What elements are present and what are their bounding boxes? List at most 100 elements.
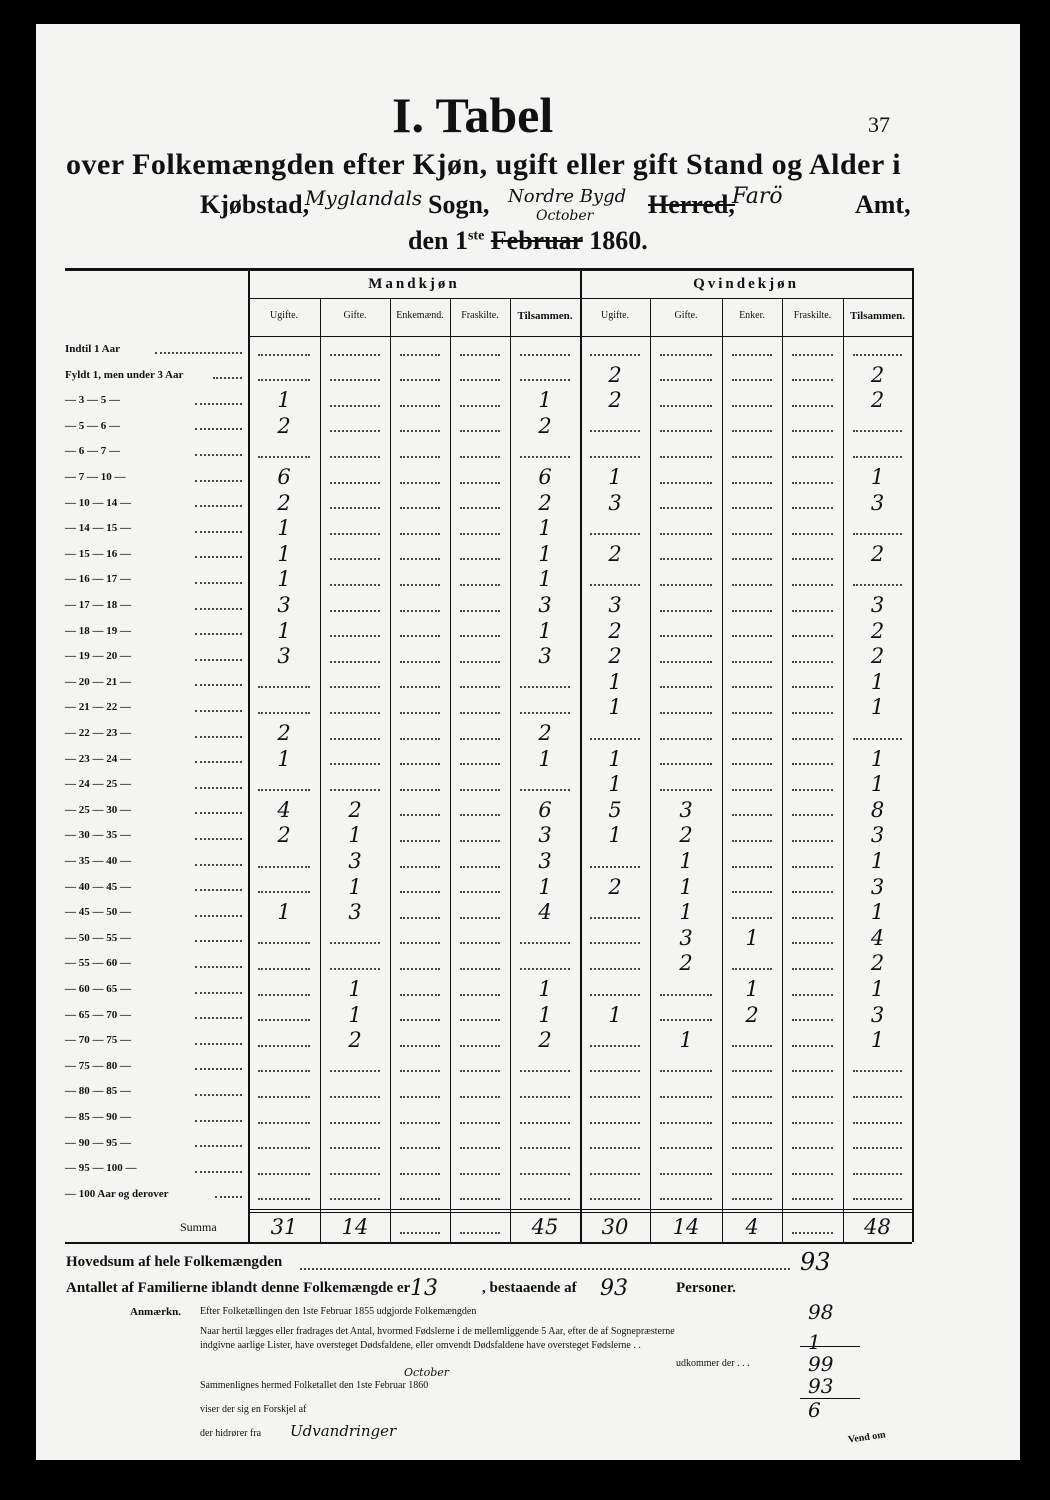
dotted-leader	[400, 1198, 440, 1201]
age-label: — 80 — 85 —	[65, 1085, 131, 1098]
footer-value: 93	[600, 1276, 628, 1302]
cell-value: 1	[608, 1002, 622, 1027]
dotted-leader	[853, 1121, 902, 1124]
dotted-leader	[195, 991, 242, 994]
dotted-leader	[792, 840, 833, 842]
age-label: — 85 — 90 —	[65, 1111, 131, 1123]
dotted-leader	[660, 404, 712, 407]
cell-value: 2	[538, 1028, 552, 1053]
cell-value: 1	[277, 746, 291, 771]
age-label: — 45 — 50 —	[65, 906, 131, 919]
remark-value: 6	[808, 1398, 821, 1423]
handwritten-correction: October	[536, 208, 594, 224]
dotted-leader	[660, 481, 712, 484]
dotted-leader	[195, 1170, 242, 1173]
dotted-leader	[520, 456, 570, 458]
dotted-leader	[195, 505, 242, 508]
dotted-leader	[853, 1172, 902, 1175]
cell-value: 1	[745, 925, 759, 950]
cell-value: 2	[608, 362, 622, 387]
dotted-leader	[460, 1172, 500, 1175]
dotted-leader	[520, 379, 570, 382]
cell-value: 1	[348, 1002, 362, 1027]
dotted-leader	[792, 507, 833, 510]
dotted-leader	[195, 428, 242, 431]
dotted-leader	[195, 402, 242, 405]
dotted-leader	[258, 1019, 310, 1022]
cell-value: 2	[870, 541, 885, 566]
dotted-leader	[195, 479, 242, 482]
dotted-leader	[590, 737, 640, 740]
dotted-leader	[732, 635, 772, 638]
cell-value: 1	[608, 695, 622, 720]
dotted-leader	[792, 1232, 833, 1234]
column-header: Tilsammen.	[517, 310, 573, 322]
dotted-leader	[258, 788, 310, 791]
dotted-leader	[258, 712, 310, 714]
column-header: Enkemænd.	[396, 310, 444, 321]
remark-text: Sammenlignes hermed Folketallet den 1ste…	[200, 1380, 429, 1392]
dotted-leader	[792, 404, 833, 407]
dotted-leader	[195, 838, 242, 840]
date-line: den 1ste Februar 1860.	[408, 226, 648, 256]
cell-value: 6	[538, 797, 552, 822]
column-header: Fraskilte.	[793, 310, 832, 321]
remark-value: 99	[808, 1352, 834, 1377]
age-label: — 75 — 80 —	[65, 1059, 131, 1072]
footer-label: , bestaaende af	[482, 1280, 577, 1297]
dotted-leader	[330, 379, 380, 382]
dotted-leader	[330, 712, 380, 714]
age-label: — 14 — 15 —	[65, 522, 131, 535]
dotted-leader	[258, 993, 310, 996]
age-label: — 24 — 25 —	[65, 778, 131, 791]
cell-value: 2	[277, 721, 291, 745]
cell-value: 1	[679, 874, 693, 899]
dotted-leader	[195, 454, 242, 456]
dotted-leader	[330, 686, 380, 689]
age-label: — 60 — 65 —	[65, 983, 131, 995]
age-label: — 5 — 6 —	[65, 419, 120, 432]
cell-value: 1	[348, 874, 362, 899]
age-label: — 22 — 23 —	[65, 727, 131, 739]
cell-value: 30	[601, 1215, 629, 1240]
dotted-leader	[792, 891, 833, 894]
dotted-leader	[460, 942, 500, 945]
dotted-leader	[460, 814, 500, 817]
dotted-leader	[590, 1147, 640, 1150]
dotted-leader	[195, 735, 242, 738]
dotted-leader	[660, 686, 712, 689]
dotted-leader	[660, 1172, 712, 1175]
cell-value: 1	[870, 772, 885, 797]
dotted-leader	[460, 686, 500, 689]
dotted-leader	[195, 710, 242, 712]
date-prefix: den 1	[408, 226, 468, 255]
age-label: — 16 — 17 —	[65, 573, 131, 586]
cell-value: 5	[608, 797, 622, 822]
footer-value: 13	[410, 1276, 438, 1302]
cell-value: 1	[538, 874, 552, 899]
dotted-leader	[330, 635, 380, 638]
cell-value: 3	[870, 874, 885, 899]
dotted-leader	[732, 353, 772, 356]
place-label: Sogn,	[428, 190, 490, 219]
dotted-leader	[660, 660, 712, 663]
dotted-leader	[400, 353, 440, 356]
dotted-leader	[792, 584, 833, 586]
dotted-leader	[460, 968, 500, 970]
age-label: — 10 — 14 —	[65, 496, 131, 509]
dotted-leader	[330, 763, 380, 766]
cell-value: 14	[341, 1215, 369, 1240]
dotted-leader	[258, 1198, 310, 1201]
dotted-leader	[460, 1019, 500, 1022]
cell-value: 1	[608, 823, 622, 848]
age-label: — 95 — 100 —	[65, 1162, 137, 1175]
dotted-leader	[330, 507, 380, 510]
date-month: Februar	[490, 226, 583, 255]
dotted-leader	[732, 686, 772, 689]
dotted-leader	[520, 712, 570, 714]
place-label: Kjøbstad,	[200, 190, 310, 219]
dotted-leader	[732, 1198, 772, 1201]
dotted-leader	[732, 584, 772, 586]
age-label: — 25 — 30 —	[65, 803, 131, 816]
dotted-leader	[400, 635, 440, 638]
